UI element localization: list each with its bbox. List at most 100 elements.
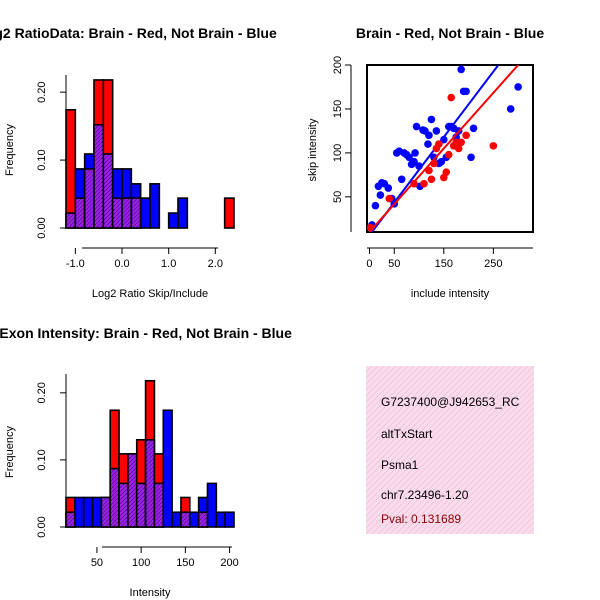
ratio-histogram-y-tick-label: 0.20: [36, 81, 48, 102]
ratio-histogram-y-tick-label: 0.00: [36, 217, 48, 238]
scatter-point-not-brain: [430, 153, 438, 162]
scatter-point-not-brain: [440, 135, 448, 144]
intensity-histogram-not-brain-bar: [188, 511, 200, 528]
intensity-histogram-not-brain-bar: [162, 409, 173, 528]
info-pvalue: Pval: 0.131689: [381, 512, 461, 526]
ratio-histogram-y-ticks: 0.00 0.10 0.20: [36, 81, 66, 239]
scatter-point-not-brain: [462, 87, 470, 96]
scatter-y-tick-label: 200: [332, 56, 344, 74]
intensity-histogram-overlap-bar: [100, 496, 112, 528]
intensity-histogram-y-tick-label: 0.10: [36, 449, 48, 470]
ratio-histogram-overlap-bar: [93, 123, 105, 229]
scatter-point-not-brain: [457, 65, 465, 74]
scatter-point-not-brain: [405, 153, 413, 162]
scatter-point-not-brain: [437, 157, 446, 166]
scatter-point-brain: [457, 138, 465, 147]
intensity-histogram-not-brain-bar: [215, 511, 226, 528]
scatter-point-not-brain: [411, 149, 419, 157]
ratio-histogram-x-tick-label: 0.0: [114, 258, 129, 270]
scatter-point-not-brain: [384, 184, 393, 192]
info-panel-clip: G7237400@J942653_RC altTxStart Psma1 chr…: [381, 395, 520, 526]
ratio-histogram-overlap-bar: [102, 153, 114, 229]
scatter-y-label: skip intensity: [307, 118, 319, 181]
scatter-clip: [367, 65, 522, 232]
intensity-histogram-overlap-bar: [118, 482, 129, 528]
intensity-histogram-overlap-bar: [65, 511, 76, 528]
intensity-histogram-x-tick-label: 100: [132, 557, 150, 569]
scatter-point-brain: [442, 168, 451, 177]
scatter-point-brain: [427, 175, 436, 184]
ratio-histogram-overlap-bar: [121, 197, 133, 229]
ratio-histogram-x-label: Log2 Ratio Skip/Include: [92, 288, 208, 300]
info-panel: G7237400@J942653_RC altTxStart Psma1 chr…: [366, 366, 534, 534]
ratio-histogram-x-tick-label: 2.0: [208, 258, 223, 270]
scatter-point-not-brain: [397, 175, 406, 184]
ratio-histogram-overlap-bar: [65, 212, 77, 229]
scatter-x-tick-label: 150: [435, 258, 453, 270]
scatter-point-brain: [454, 144, 463, 153]
scatter-point-not-brain: [506, 105, 515, 113]
scatter-point-not-brain: [371, 201, 380, 210]
intensity-histogram-overlap-bar: [144, 438, 156, 528]
scatter-point-not-brain: [432, 127, 441, 135]
intensity-histogram-overlap-bar: [135, 482, 147, 528]
intensity-histogram-y-ticks: 0.00 0.10 0.20: [36, 382, 66, 538]
intensity-scatter-panel: Brain - Red, Not Brain - Blue 0 50 150 250 …: [307, 25, 544, 300]
scatter-x-tick-label: 50: [388, 258, 400, 270]
scatter-point-brain: [447, 93, 456, 102]
ratio-histogram-brain-bar: [65, 109, 77, 229]
intensity-histogram-y-tick-label: 0.00: [36, 516, 48, 537]
regression-line-brain: [368, 65, 519, 232]
ratio-histogram-title: Log2 RatioData: Brain - Red, Not Brain -…: [0, 25, 277, 41]
ratio-histogram-bars: [65, 79, 235, 229]
ratio-histogram-not-brain-bar: [167, 212, 179, 229]
ratio-histogram-x-tick-label: 1.0: [161, 258, 176, 270]
scatter-point-not-brain: [452, 133, 460, 141]
intensity-histogram-x-tick-label: 150: [176, 557, 194, 569]
scatter-x-tick-label: 250: [484, 258, 502, 270]
scatter-y-tick-label: 50: [332, 191, 344, 203]
info-gene-name: Psma1: [381, 458, 419, 472]
scatter-point-not-brain: [424, 140, 432, 148]
intensity-histogram-title: Log2 Exon Intensity: Brain - Red, Not Br…: [0, 325, 292, 341]
intensity-histogram-x-tick-label: 50: [91, 557, 103, 569]
scatter-point-not-brain: [425, 131, 433, 140]
intensity-histogram-x-label: Intensity: [130, 587, 171, 599]
intensity-histogram-x-ticks: 50 100 150 200: [91, 547, 239, 569]
scatter-plot-box: [366, 64, 534, 233]
intensity-histogram-overlap-bar: [153, 482, 165, 528]
intensity-histogram-panel: Log2 Exon Intensity: Brain - Red, Not Br…: [0, 325, 292, 599]
info-probe-id: G7237400@J942653_RC: [381, 395, 520, 409]
intensity-histogram-not-brain-bar: [74, 496, 85, 528]
scatter-point-not-brain: [467, 153, 475, 162]
intensity-histogram-not-brain-bar: [91, 496, 103, 528]
scatter-point-not-brain: [514, 83, 522, 91]
ratio-histogram-y-label: Frequency: [4, 124, 16, 176]
scatter-point-brain: [420, 179, 428, 188]
intensity-histogram-overlap-bar: [197, 511, 209, 528]
ratio-histogram-not-brain-bar: [139, 197, 151, 229]
ratio-histogram-brain-bar: [223, 197, 235, 229]
ratio-histogram-overlap-bar: [74, 197, 86, 229]
scatter-y-tick-label: 150: [332, 100, 344, 118]
ratio-histogram-overlap-bar: [130, 197, 142, 229]
scatter-y-tick-label: 100: [332, 144, 344, 162]
intensity-histogram-overlap-bar: [109, 467, 120, 528]
intensity-histogram-overlap-bar: [180, 511, 191, 528]
scatter-point-not-brain: [469, 124, 478, 133]
ratio-histogram-overlap-bar: [111, 197, 123, 229]
ratio-histogram-overlap-bar: [83, 168, 95, 229]
scatter-point-brain: [462, 131, 470, 140]
ratio-histogram-y-tick-label: 0.10: [36, 149, 48, 170]
intensity-histogram-not-brain-bar: [206, 482, 218, 528]
intensity-histogram-overlap-bar: [127, 453, 138, 528]
scatter-point-brain: [385, 194, 394, 203]
ratio-histogram-not-brain-bar: [177, 197, 189, 229]
scatter-point-brain: [444, 150, 453, 159]
scatter-marks: [367, 65, 522, 232]
intensity-histogram-not-brain-bar: [171, 511, 182, 528]
info-location: chr7.23496-1.20: [381, 488, 469, 502]
scatter-x-ticks: 0 50 150 250: [366, 248, 503, 270]
scatter-y-ticks: 50 100 150 200: [332, 56, 351, 203]
